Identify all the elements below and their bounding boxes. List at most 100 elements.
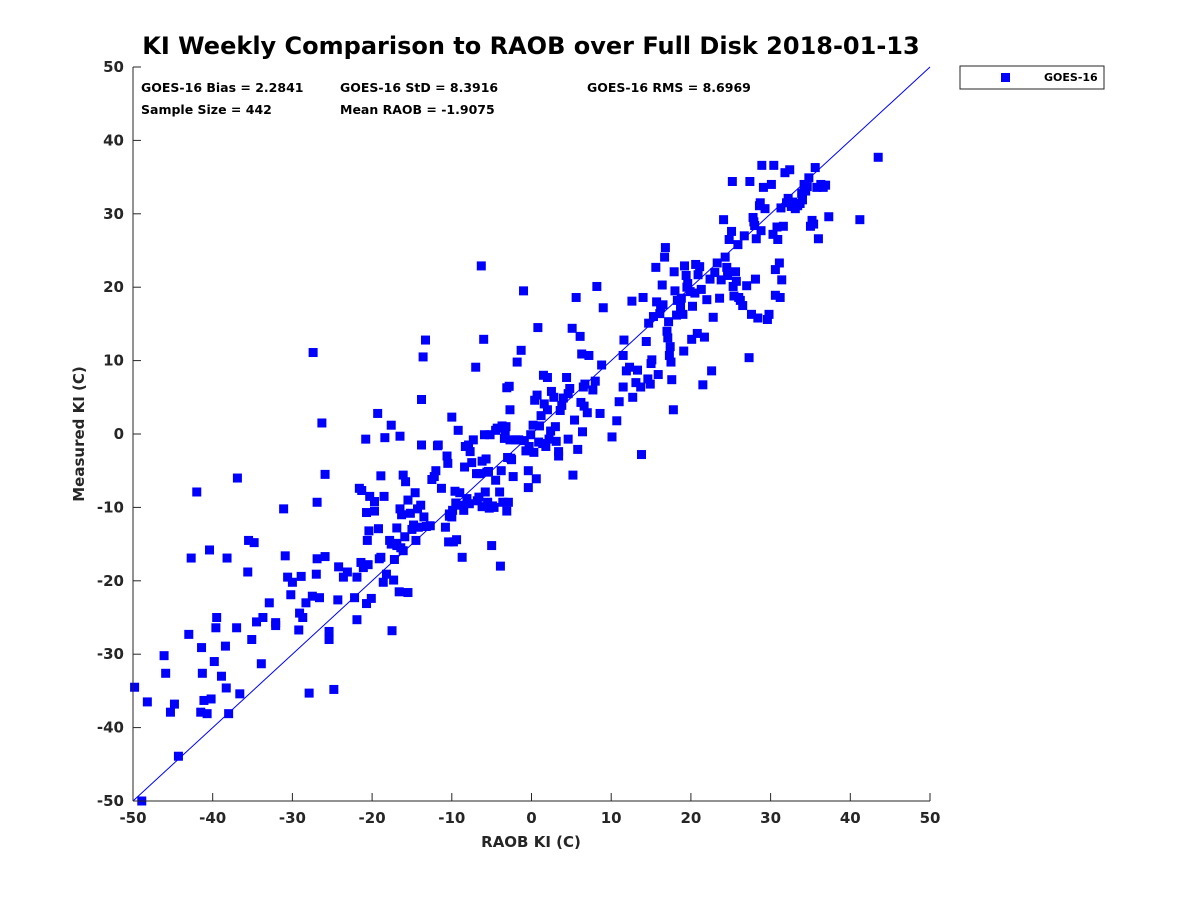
data-point xyxy=(519,436,529,446)
data-point xyxy=(665,342,675,352)
data-point xyxy=(551,436,561,446)
data-point xyxy=(643,374,653,384)
data-point xyxy=(329,684,339,694)
data-point xyxy=(558,393,568,403)
data-point xyxy=(722,262,732,272)
data-point xyxy=(169,699,179,709)
data-point xyxy=(452,535,462,545)
y-tick-label: 10 xyxy=(103,352,124,370)
data-point xyxy=(413,522,423,532)
data-point xyxy=(221,683,231,693)
data-point xyxy=(638,292,648,302)
data-point xyxy=(373,524,383,534)
data-point xyxy=(550,422,560,432)
data-point xyxy=(495,561,505,571)
legend-entry-goes16: GOES-16 xyxy=(1044,71,1098,84)
data-point xyxy=(184,629,194,639)
data-point xyxy=(451,498,461,508)
data-point xyxy=(770,290,780,300)
data-point xyxy=(766,179,776,189)
data-point xyxy=(485,430,495,440)
data-point xyxy=(738,301,748,311)
data-point xyxy=(487,541,497,551)
data-point xyxy=(252,617,262,627)
data-point xyxy=(745,177,755,187)
data-point xyxy=(256,659,266,669)
data-point xyxy=(562,372,572,382)
data-point xyxy=(653,370,663,380)
data-point xyxy=(530,395,540,405)
data-point xyxy=(758,182,768,192)
data-point xyxy=(395,431,405,441)
data-point xyxy=(431,466,441,476)
data-point xyxy=(549,392,559,402)
data-point xyxy=(756,226,766,236)
data-point xyxy=(334,562,344,572)
data-point xyxy=(813,234,823,244)
data-point xyxy=(312,497,322,507)
data-point xyxy=(448,505,458,515)
data-point xyxy=(614,397,624,407)
data-point xyxy=(197,643,207,653)
data-point xyxy=(192,487,202,497)
data-point xyxy=(693,270,703,280)
data-point xyxy=(503,497,513,507)
data-point xyxy=(821,180,831,190)
data-point xyxy=(618,350,628,360)
data-point xyxy=(483,466,493,476)
data-point xyxy=(533,323,543,333)
data-point xyxy=(456,500,466,510)
data-point xyxy=(663,333,673,343)
data-point xyxy=(324,635,334,645)
data-point xyxy=(495,487,505,497)
data-point xyxy=(584,350,594,360)
data-point xyxy=(542,372,552,382)
data-point xyxy=(631,378,641,388)
data-point xyxy=(361,434,371,444)
data-point xyxy=(417,440,427,450)
data-point xyxy=(785,165,795,175)
data-point xyxy=(173,751,183,761)
data-point xyxy=(655,309,665,319)
data-point xyxy=(464,440,474,450)
data-point xyxy=(376,552,386,562)
data-point xyxy=(363,560,373,570)
x-tick-label: 20 xyxy=(680,809,701,827)
data-point xyxy=(389,575,399,585)
data-point xyxy=(705,274,715,284)
data-point xyxy=(739,231,749,241)
data-point xyxy=(232,473,242,483)
data-point xyxy=(565,383,575,393)
data-point xyxy=(398,546,408,556)
data-point xyxy=(699,332,709,342)
data-point xyxy=(647,355,657,365)
data-point xyxy=(298,613,308,622)
data-point xyxy=(324,626,334,636)
data-point xyxy=(873,152,883,162)
plot-area: -50 -40 -30 -20 -10 0 10 20 30 40 50 -50-40-30-20-… xyxy=(97,58,941,827)
data-point xyxy=(598,303,608,313)
data-point xyxy=(258,613,268,622)
stat-rms: GOES-16 RMS = 8.6969 xyxy=(587,80,751,95)
data-point xyxy=(770,265,780,275)
data-point xyxy=(768,229,778,239)
data-point xyxy=(342,567,352,577)
data-point xyxy=(397,510,407,520)
data-point xyxy=(264,598,274,608)
data-point xyxy=(672,310,682,320)
data-point xyxy=(450,486,460,496)
data-point xyxy=(720,252,730,262)
data-point xyxy=(401,477,411,487)
data-point xyxy=(387,626,397,636)
data-point xyxy=(398,470,408,480)
y-tick-label: -50 xyxy=(97,792,124,810)
data-point xyxy=(378,577,388,587)
data-point xyxy=(744,353,754,363)
data-point xyxy=(681,270,691,280)
data-point xyxy=(247,635,257,645)
data-point xyxy=(357,486,367,496)
data-point xyxy=(563,389,573,399)
data-point xyxy=(667,375,677,385)
data-point xyxy=(775,292,785,302)
